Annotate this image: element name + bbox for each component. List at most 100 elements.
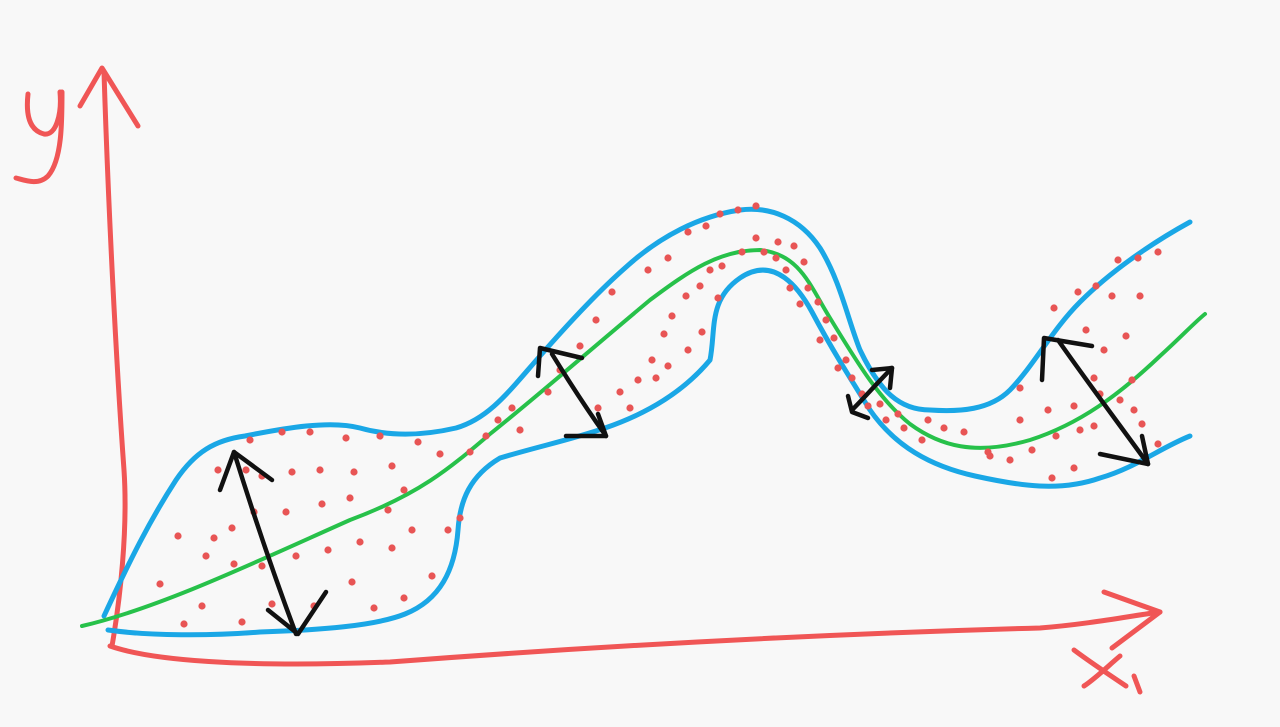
- band-lower-boundary: [105, 267, 1193, 638]
- y-axis-line: [101, 69, 128, 649]
- scatter-point: [494, 416, 502, 424]
- width-arrow-4: [1055, 337, 1151, 467]
- scatter-point: [664, 362, 672, 370]
- scatter-point: [738, 248, 746, 256]
- scatter-point: [444, 526, 452, 534]
- y-axis-arrowhead: [77, 65, 141, 129]
- scatter-point: [1076, 426, 1084, 434]
- scatter-point: [864, 402, 872, 410]
- scatter-point: [258, 562, 266, 570]
- scatter-point: [616, 388, 624, 396]
- scatter-point: [882, 416, 890, 424]
- scatter-point: [684, 228, 692, 236]
- scatter-point: [1090, 374, 1098, 382]
- double-headed-arrow-icon: [535, 345, 609, 439]
- scatter-point: [900, 424, 908, 432]
- scatter-point: [1028, 446, 1036, 454]
- width-arrow-1: [231, 449, 299, 637]
- scatter-point: [1050, 304, 1058, 312]
- scatter-point: [594, 404, 602, 412]
- scatter-point: [1090, 422, 1098, 430]
- scatter-point: [482, 432, 490, 440]
- scatter-point: [960, 428, 968, 436]
- scatter-point: [1044, 406, 1052, 414]
- scatter-point: [660, 330, 668, 338]
- double-headed-arrow-icon: [217, 449, 329, 637]
- scatter-point: [790, 242, 798, 250]
- scatter-point: [230, 560, 238, 568]
- scatter-point: [466, 448, 474, 456]
- scatter-point: [1122, 332, 1130, 340]
- scatter-point: [242, 466, 250, 474]
- scatter-point: [342, 434, 350, 442]
- scatter-point: [1070, 402, 1078, 410]
- double-headed-arrow-icon: [1039, 335, 1151, 467]
- scatter-point: [388, 462, 396, 470]
- scatter-point: [800, 258, 808, 266]
- scatter-point: [716, 210, 724, 218]
- scatter-point: [516, 426, 524, 434]
- scatter-point: [848, 374, 856, 382]
- scatter-point: [876, 400, 884, 408]
- scatter-point: [356, 538, 364, 546]
- scatter-point: [180, 620, 188, 628]
- mean-trend-curve: [80, 248, 1207, 628]
- scatter-point: [634, 376, 642, 384]
- scatter-point: [318, 500, 326, 508]
- x-axis-line: [107, 609, 1163, 667]
- scatter-point: [592, 316, 600, 324]
- scatter-point: [752, 202, 760, 210]
- scatter-point: [752, 234, 760, 242]
- scatter-point: [388, 544, 396, 552]
- scatter-point: [1154, 248, 1162, 256]
- scatter-point: [718, 262, 726, 270]
- scatter-point: [834, 364, 842, 372]
- scatter-point: [436, 450, 444, 458]
- scatter-point: [1128, 376, 1136, 384]
- scatter-point: [918, 436, 926, 444]
- scatter-point: [1114, 256, 1122, 264]
- scatter-point: [608, 288, 616, 296]
- scatter-point: [1136, 292, 1144, 300]
- scatter-point: [268, 600, 276, 608]
- scatter-point: [400, 594, 408, 602]
- scatter-point: [576, 342, 584, 350]
- band-upper-boundary: [101, 206, 1193, 619]
- scatter-point: [316, 466, 324, 474]
- scatter-point: [940, 424, 948, 432]
- scatter-point: [246, 436, 254, 444]
- scatter-point: [804, 284, 812, 292]
- scatter-point: [1016, 416, 1024, 424]
- scatter-point: [1074, 288, 1082, 296]
- scatter-point: [702, 222, 710, 230]
- scatter-point: [816, 336, 824, 344]
- scatter-point: [202, 552, 210, 560]
- scatter-point: [796, 300, 804, 308]
- scatter-point: [774, 238, 782, 246]
- scatter-point: [508, 404, 516, 412]
- scatter-point: [1138, 420, 1146, 428]
- scatter-point: [288, 468, 296, 476]
- scatter-point: [370, 604, 378, 612]
- scatter-point: [238, 618, 246, 626]
- scatter-point: [1092, 282, 1100, 290]
- scatter-point: [822, 316, 830, 324]
- scatter-point: [324, 546, 332, 554]
- scatter-point: [292, 552, 300, 560]
- scatter-point: [626, 404, 634, 412]
- scatter-point: [544, 388, 552, 396]
- scatter-point: [1016, 384, 1024, 392]
- scatter-point: [408, 526, 416, 534]
- scatter-point: [306, 428, 314, 436]
- scatter-point: [698, 328, 706, 336]
- scatter-point: [1006, 456, 1014, 464]
- scatter-point: [648, 356, 656, 364]
- scatter-point: [278, 428, 286, 436]
- scatter-point: [414, 438, 422, 446]
- scatter-point: [384, 506, 392, 514]
- scatter-point: [684, 346, 692, 354]
- y-axis-label: [13, 89, 65, 185]
- scatter-point: [1100, 346, 1108, 354]
- scatter-point: [664, 254, 672, 262]
